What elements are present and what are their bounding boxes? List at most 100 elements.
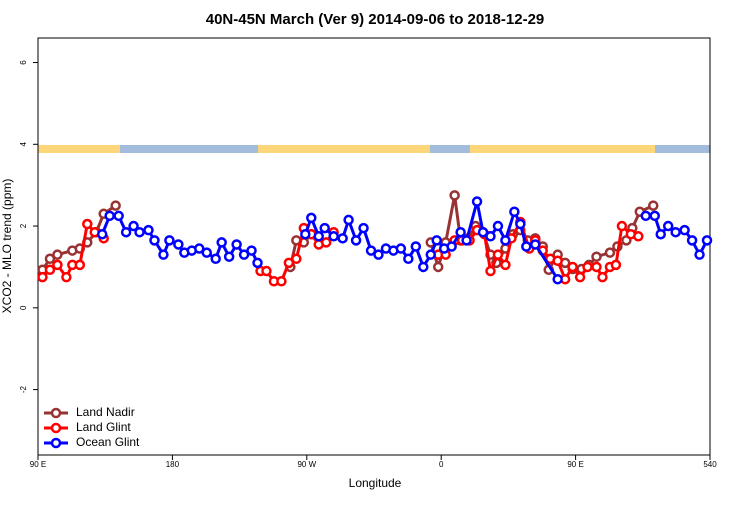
data-point xyxy=(319,222,330,234)
data-point xyxy=(552,273,563,285)
y-tick-label: 4 xyxy=(19,142,28,147)
data-point xyxy=(485,231,496,242)
data-point xyxy=(96,228,108,240)
data-point xyxy=(261,265,272,277)
data-point xyxy=(530,239,541,250)
data-point xyxy=(276,276,287,287)
y-tick-label: 0 xyxy=(19,305,28,310)
x-tick-label: 540 xyxy=(703,460,717,469)
x-tick-label: 180 xyxy=(166,460,180,469)
data-point xyxy=(471,196,483,207)
data-point xyxy=(120,226,132,238)
ocean-band xyxy=(120,145,258,153)
data-point xyxy=(485,265,496,277)
data-point xyxy=(591,261,602,273)
data-point xyxy=(597,271,608,283)
data-point xyxy=(574,271,586,283)
data-point xyxy=(431,235,442,246)
data-point xyxy=(694,249,705,260)
data-point xyxy=(149,235,160,246)
data-point xyxy=(395,243,407,254)
data-point xyxy=(403,253,414,265)
data-point xyxy=(662,220,674,232)
data-point xyxy=(128,220,139,232)
data-point xyxy=(104,210,115,222)
data-point xyxy=(291,253,302,265)
legend-marker xyxy=(50,422,62,434)
data-point xyxy=(515,218,526,230)
y-tick-label: 2 xyxy=(19,223,28,228)
data-point xyxy=(500,235,511,246)
data-point xyxy=(461,235,472,246)
data-point xyxy=(604,247,616,258)
data-point xyxy=(567,261,578,273)
data-point xyxy=(492,249,504,260)
data-point xyxy=(201,247,212,258)
data-point xyxy=(492,220,504,232)
land-band xyxy=(470,145,530,153)
data-point xyxy=(521,241,532,252)
data-point xyxy=(679,224,690,236)
x-tick-label: 90 W xyxy=(297,460,316,469)
data-point xyxy=(313,231,324,242)
data-point xyxy=(173,239,184,250)
data-point xyxy=(350,235,362,246)
land-band xyxy=(258,145,430,153)
data-point xyxy=(509,206,520,217)
data-point xyxy=(238,249,250,260)
data-point xyxy=(44,253,56,265)
data-point xyxy=(52,259,63,271)
data-point xyxy=(365,245,377,256)
data-point xyxy=(337,233,348,244)
ocean-band xyxy=(430,145,470,153)
y-tick-label: 6 xyxy=(19,60,28,65)
data-point xyxy=(582,261,593,273)
data-point xyxy=(231,239,242,250)
data-point xyxy=(449,190,460,201)
data-point xyxy=(113,210,124,222)
legend-marker xyxy=(50,437,62,449)
data-point xyxy=(252,257,263,269)
data-point xyxy=(655,228,666,240)
data-point xyxy=(44,264,56,276)
legend-label: Ocean Glint xyxy=(76,435,140,449)
data-point xyxy=(552,255,563,267)
data-point xyxy=(410,241,422,252)
data-point xyxy=(610,259,622,271)
data-point xyxy=(446,241,457,252)
data-point xyxy=(686,235,698,246)
data-point xyxy=(52,249,63,260)
data-point xyxy=(210,253,221,265)
surface-strip xyxy=(38,145,710,153)
x-tick-label: 90 E xyxy=(567,460,583,469)
data-point xyxy=(300,228,311,240)
data-point xyxy=(134,226,145,238)
x-tick-label: 90 E xyxy=(30,460,46,469)
data-point xyxy=(418,261,429,273)
data-point xyxy=(61,271,72,283)
data-point xyxy=(358,222,369,234)
data-point xyxy=(343,214,354,226)
data-point xyxy=(306,212,317,224)
data-point xyxy=(82,218,93,230)
legend-label: Land Glint xyxy=(76,420,131,434)
data-point xyxy=(425,249,436,260)
data-point xyxy=(455,226,466,238)
data-point xyxy=(216,237,227,248)
data-point xyxy=(158,249,169,260)
data-point xyxy=(616,220,628,232)
data-point xyxy=(373,249,384,260)
legend-marker xyxy=(50,407,62,419)
plot-frame xyxy=(37,37,711,456)
data-point xyxy=(164,235,175,246)
data-point xyxy=(320,237,332,248)
data-point xyxy=(648,200,659,211)
legend-label: Land Nadir xyxy=(76,405,135,419)
data-point xyxy=(74,259,86,271)
y-axis-label: XCO2 - MLO trend (ppm) xyxy=(0,179,14,314)
data-point xyxy=(223,251,235,262)
data-point xyxy=(37,271,48,283)
data-point xyxy=(640,210,652,222)
y-tick-label: -2 xyxy=(19,385,28,393)
